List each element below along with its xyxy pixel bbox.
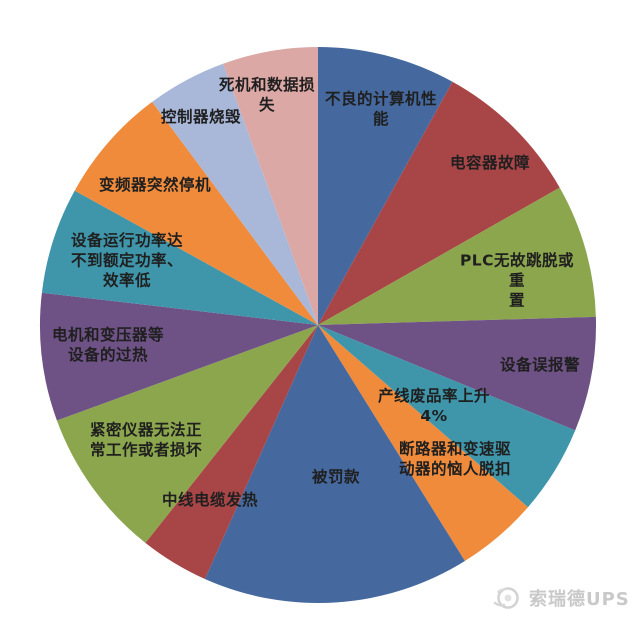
- pie-slice-5: [318, 325, 576, 508]
- pie-slice-9: [56, 325, 319, 543]
- pie-slice-6: [318, 325, 528, 561]
- pie-slice-10: [40, 292, 319, 421]
- watermark-text: 索瑞德UPS: [529, 589, 630, 610]
- circle-logo-icon: [493, 587, 519, 609]
- watermark: 索瑞德UPS: [492, 583, 630, 613]
- pie-slice-8: [145, 325, 318, 579]
- pie-slice-3: [318, 187, 596, 325]
- pie-slice-4: [318, 316, 597, 431]
- pie-slice-13: [152, 63, 318, 325]
- pie-slice-11: [41, 190, 319, 325]
- pie-slice-2: [318, 81, 560, 325]
- pie-slice-14: [223, 47, 318, 325]
- pie-slice-7: [204, 325, 465, 604]
- pie-slice-12: [74, 101, 318, 326]
- pie-slice-1: [318, 46, 453, 325]
